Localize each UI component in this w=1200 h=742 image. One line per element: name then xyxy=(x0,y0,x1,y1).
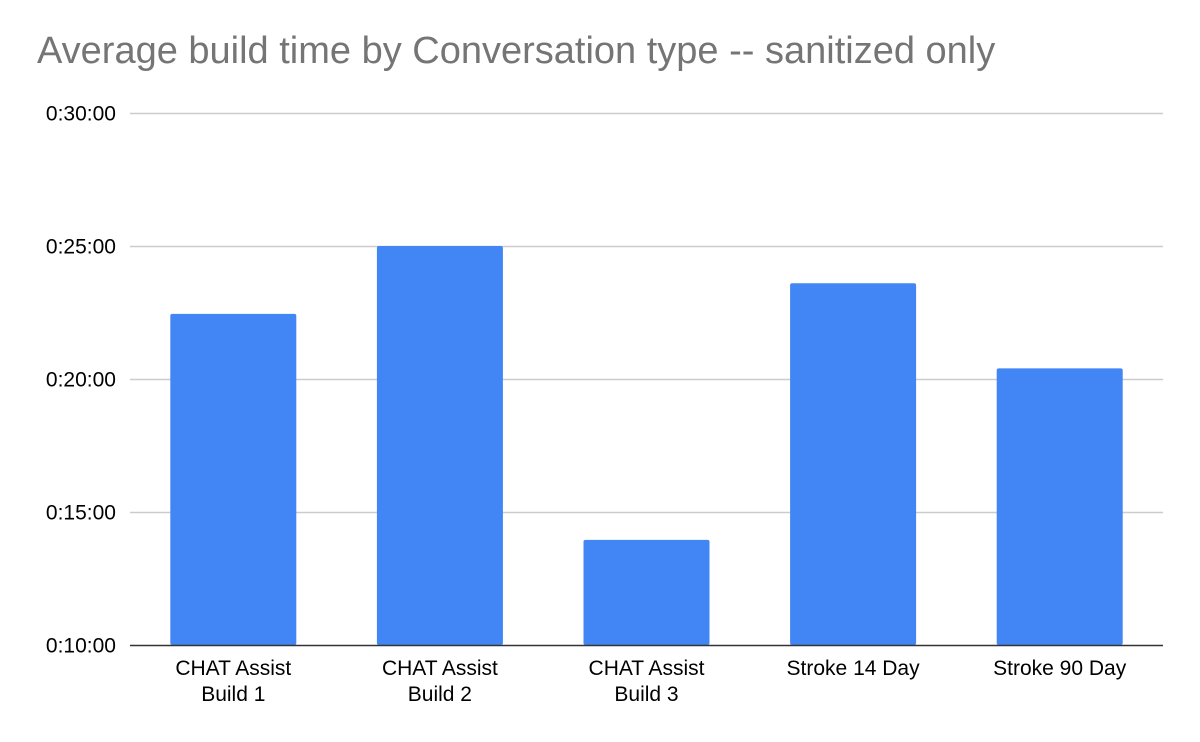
y-tick-label: 0:30:00 xyxy=(46,103,116,126)
chart-title: Average build time by Conversation type … xyxy=(37,30,996,72)
y-axis-tick-labels: 0:10:00 0:15:00 0:20:00 0:25:00 0:30:00 xyxy=(46,103,116,658)
x-axis-category-labels: CHAT Assist Build 1 CHAT Assist Build 2 CHAT… xyxy=(175,657,1126,706)
x-category-label: Stroke 90 Day xyxy=(993,657,1127,680)
x-category-label: CHAT Assist xyxy=(382,657,498,680)
x-category-label: CHAT Assist xyxy=(175,657,291,680)
bar xyxy=(170,313,297,645)
y-tick-label: 0:25:00 xyxy=(46,236,116,259)
y-tick-label: 0:15:00 xyxy=(46,502,116,525)
gridlines xyxy=(130,112,1163,514)
bar xyxy=(996,368,1123,645)
bar xyxy=(376,246,503,645)
x-category-label: Build 3 xyxy=(614,683,678,706)
x-category-label: Stroke 14 Day xyxy=(787,657,921,680)
x-category-label: CHAT Assist xyxy=(589,657,705,680)
bar xyxy=(790,283,917,645)
bars xyxy=(170,246,1123,645)
y-tick-label: 0:10:00 xyxy=(46,635,116,658)
x-category-label: Build 1 xyxy=(201,683,265,706)
bar xyxy=(583,539,710,645)
y-tick-label: 0:20:00 xyxy=(46,369,116,392)
x-category-label: Build 2 xyxy=(408,683,472,706)
